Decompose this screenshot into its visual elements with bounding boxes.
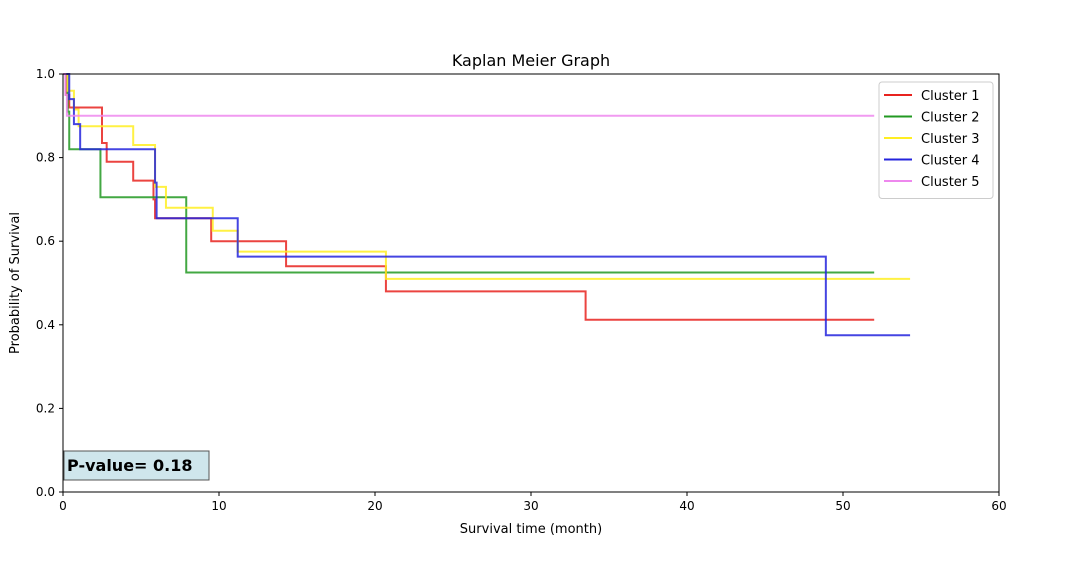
y-axis-label: Probability of Survival <box>8 212 23 354</box>
series-line-cluster-4 <box>63 73 911 337</box>
x-tick-label: 20 <box>367 499 382 513</box>
x-tick-label: 50 <box>835 499 850 513</box>
legend-label: Cluster 2 <box>921 111 980 126</box>
x-tick-label: 40 <box>679 499 694 513</box>
legend-label: Cluster 5 <box>921 175 980 190</box>
y-tick-label: 0.0 <box>36 485 55 499</box>
p-value-background <box>63 450 210 481</box>
p-value-box: P-value= 0.18 <box>63 450 210 481</box>
y-axis: 0.0 0.2 0.4 0.6 0.8 1.0 <box>36 67 63 499</box>
y-tick-label: 1.0 <box>36 67 55 81</box>
legend-label: Cluster 4 <box>921 154 980 169</box>
y-tick-label: 0.8 <box>36 151 55 165</box>
x-tick-label: 0 <box>59 499 67 513</box>
chart-title: Kaplan Meier Graph <box>452 51 610 70</box>
legend-label: Cluster 1 <box>921 89 980 104</box>
legend: Cluster 1 Cluster 2 Cluster 3 Cluster 4 Clus… <box>878 81 994 199</box>
y-tick-label: 0.4 <box>36 318 55 332</box>
y-tick-label: 0.6 <box>36 234 55 248</box>
x-axis: 0 10 20 30 40 50 60 <box>59 492 1007 513</box>
series-line-cluster-5 <box>63 73 875 117</box>
plot-frame <box>62 73 1000 493</box>
series-line-cluster-2 <box>63 73 875 274</box>
x-tick-label: 60 <box>991 499 1006 513</box>
x-tick-label: 30 <box>523 499 538 513</box>
x-axis-label: Survival time (month) <box>460 522 602 537</box>
series-layer <box>63 73 911 337</box>
series-line-cluster-3 <box>63 73 911 280</box>
legend-box <box>878 81 994 199</box>
x-tick-label: 10 <box>211 499 226 513</box>
legend-label: Cluster 3 <box>921 132 980 147</box>
y-tick-label: 0.2 <box>36 401 55 415</box>
p-value-text: P-value= 0.18 <box>67 456 193 475</box>
